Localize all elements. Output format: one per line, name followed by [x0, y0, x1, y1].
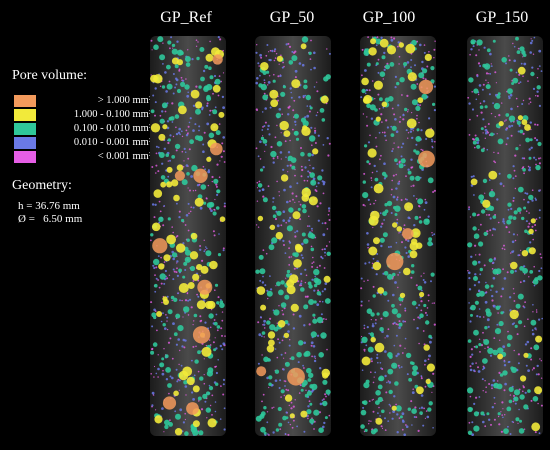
legend-label: 0.010 - 0.001 mm³	[73, 137, 152, 148]
sample-cylinder-gp-150	[467, 36, 543, 436]
sample-cylinder-gp-100	[360, 36, 436, 436]
legend-swatch-green	[14, 123, 36, 135]
legend-label: > 1.000 mm³	[97, 95, 152, 106]
legend-label: 0.100 - 0.010 mm³	[73, 123, 152, 134]
legend-label: 1.000 - 0.100 mm³	[73, 109, 152, 120]
legend-swatch-yellow	[14, 109, 36, 121]
sample-cylinder-gp-ref	[150, 36, 226, 436]
legend-swatch-blue	[14, 137, 36, 149]
column-title-gp-150: GP_150	[475, 9, 529, 26]
legend-title: Pore volume:	[12, 68, 88, 83]
legend-swatch-magenta	[14, 151, 36, 163]
geometry-diameter: Ø = 6.50 mm	[18, 213, 83, 225]
column-title-gp-ref: GP_Ref	[160, 9, 212, 26]
sample-cylinder-gp-50	[255, 36, 331, 436]
geometry-height: h = 36.76 mm	[18, 200, 80, 212]
column-title-gp-50: GP_50	[269, 9, 315, 26]
column-title-gp-100: GP_100	[362, 9, 416, 26]
legend-label: < 0.001 mm³	[97, 151, 152, 162]
legend-swatch-orange	[14, 95, 36, 107]
geometry-title: Geometry:	[12, 178, 72, 193]
